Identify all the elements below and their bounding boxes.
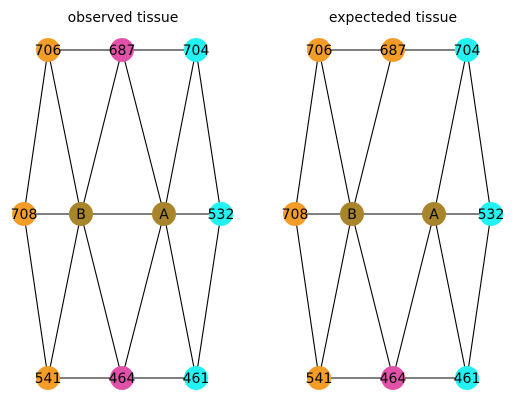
node-461: 461 xyxy=(183,366,210,390)
node-label: 532 xyxy=(478,207,505,223)
edge-704-A xyxy=(433,49,468,215)
panel-observed-tissue: observed tissue 706 687 704 708 B A 532 541 464 4… xyxy=(11,10,235,390)
panel-title: observed tissue xyxy=(68,10,179,26)
node-label: A xyxy=(159,207,169,223)
node-708: 708 xyxy=(11,202,38,226)
edge-464-A xyxy=(392,213,435,379)
node-circle xyxy=(283,202,307,226)
edge-layer xyxy=(23,49,222,379)
node-label: 704 xyxy=(183,43,210,59)
edge-layer xyxy=(294,49,492,379)
node-circle xyxy=(209,202,233,226)
node-706: 706 xyxy=(35,38,62,62)
node-circle xyxy=(184,366,208,390)
edge-706-708 xyxy=(294,49,320,215)
edge-704-532 xyxy=(195,49,222,215)
node-layer: 706 687 704 708 B A 532 541 464 461 xyxy=(11,38,235,390)
node-circle xyxy=(36,366,60,390)
node-circle xyxy=(69,202,93,226)
node-label: 708 xyxy=(282,207,309,223)
edge-541-B xyxy=(318,213,353,379)
node-706: 706 xyxy=(306,38,333,62)
node-label: B xyxy=(76,207,86,223)
node-B: B xyxy=(69,202,93,226)
edge-464-B xyxy=(351,213,394,379)
node-label: 464 xyxy=(109,371,136,387)
panel-expected-tissue: expecteded tissue 706 687 704 708 B A 532 541 46… xyxy=(282,10,505,390)
edge-687-A xyxy=(121,49,165,215)
edge-706-B xyxy=(318,49,353,215)
node-B: B xyxy=(340,202,364,226)
node-A: A xyxy=(152,202,176,226)
node-circle xyxy=(381,366,405,390)
node-541: 541 xyxy=(35,366,62,390)
node-circle xyxy=(479,202,503,226)
node-label: 461 xyxy=(454,371,481,387)
edge-461-532 xyxy=(195,213,222,379)
node-704: 704 xyxy=(183,38,210,62)
node-label: 708 xyxy=(11,207,38,223)
node-label: 541 xyxy=(306,371,333,387)
node-label: B xyxy=(347,207,357,223)
node-label: 706 xyxy=(306,43,333,59)
edge-704-532 xyxy=(466,49,492,215)
node-label: 461 xyxy=(183,371,210,387)
edge-464-A xyxy=(121,213,165,379)
node-circle xyxy=(184,38,208,62)
node-687: 687 xyxy=(380,38,407,62)
node-532: 532 xyxy=(478,202,505,226)
panel-title: expecteded tissue xyxy=(329,10,457,26)
node-circle xyxy=(307,38,331,62)
node-layer: 706 687 704 708 B A 532 541 464 461 xyxy=(282,38,505,390)
edge-461-A xyxy=(163,213,197,379)
node-circle xyxy=(12,202,36,226)
node-708: 708 xyxy=(282,202,309,226)
node-circle xyxy=(340,202,364,226)
node-label: 706 xyxy=(35,43,62,59)
node-464: 464 xyxy=(109,366,136,390)
node-label: 704 xyxy=(454,43,481,59)
node-circle xyxy=(307,366,331,390)
node-label: 687 xyxy=(380,43,407,59)
node-label: A xyxy=(429,207,439,223)
edge-541-708 xyxy=(23,213,49,379)
edge-541-B xyxy=(47,213,82,379)
edge-687-B xyxy=(80,49,123,215)
node-circle xyxy=(110,38,134,62)
node-532: 532 xyxy=(208,202,235,226)
edge-464-B xyxy=(80,213,123,379)
node-label: 687 xyxy=(109,43,136,59)
node-464: 464 xyxy=(380,366,407,390)
edge-461-532 xyxy=(466,213,492,379)
edge-706-708 xyxy=(23,49,49,215)
node-circle xyxy=(152,202,176,226)
node-circle xyxy=(36,38,60,62)
node-687: 687 xyxy=(109,38,136,62)
node-circle xyxy=(110,366,134,390)
node-A: A xyxy=(422,202,446,226)
node-circle xyxy=(381,38,405,62)
node-541: 541 xyxy=(306,366,333,390)
edge-541-708 xyxy=(294,213,320,379)
edge-687-B xyxy=(351,49,394,215)
edge-461-A xyxy=(433,213,468,379)
node-label: 464 xyxy=(380,371,407,387)
node-461: 461 xyxy=(454,366,481,390)
node-label: 541 xyxy=(35,371,62,387)
node-circle xyxy=(455,38,479,62)
node-circle xyxy=(422,202,446,226)
node-circle xyxy=(455,366,479,390)
edge-706-B xyxy=(47,49,82,215)
node-label: 532 xyxy=(208,207,235,223)
node-704: 704 xyxy=(454,38,481,62)
edge-704-A xyxy=(163,49,197,215)
